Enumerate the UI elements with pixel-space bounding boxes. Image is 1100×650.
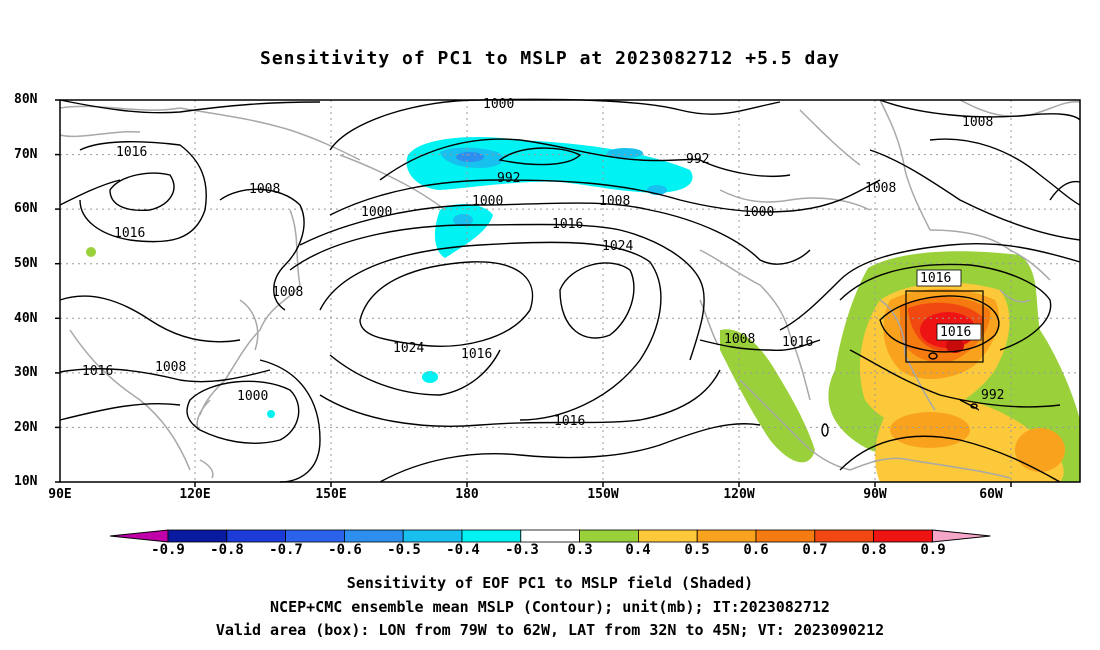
contour-label: 992: [497, 171, 520, 186]
lon-tick-label: 150E: [315, 487, 347, 502]
colorbar-label: 0.3: [567, 542, 593, 558]
contour-label: 992: [686, 152, 709, 167]
lat-tick-label: 70N: [14, 147, 38, 162]
lat-tick-label: 30N: [14, 365, 38, 380]
map-title: Sensitivity of PC1 to MSLP at 2023082712…: [259, 48, 840, 69]
colorbar-label: 0.4: [625, 542, 651, 558]
lon-tick-label: 120E: [179, 487, 211, 502]
contour-label: 1008: [599, 194, 630, 209]
caption-shading: Sensitivity of EOF PC1 to MSLP field (Sh…: [346, 574, 754, 592]
colorbar-label: -0.3: [505, 542, 539, 558]
colorbar-label: 0.7: [802, 542, 828, 558]
contour-label: 1016: [554, 414, 585, 429]
colorbar-label: -0.5: [387, 542, 421, 558]
colorbar-label: -0.7: [269, 542, 303, 558]
map-frame: [59, 99, 1081, 483]
lon-tick-label: 90W: [863, 487, 887, 502]
colorbar-label: 0.9: [920, 542, 946, 558]
colorbar-label: -0.9: [151, 542, 185, 558]
lat-tick-label: 40N: [14, 311, 38, 326]
lat-tick-label: 60N: [14, 201, 38, 216]
caption-contour: NCEP+CMC ensemble mean MSLP (Contour); u…: [270, 598, 830, 616]
contour-label: 1016: [940, 325, 971, 340]
contour-label: 1016: [920, 271, 951, 286]
contour-label: 1008: [272, 285, 303, 300]
contour-label: 1008: [724, 332, 755, 347]
contour-label: 1016: [461, 347, 492, 362]
contour-label: 1008: [865, 181, 896, 196]
contour-label: 1016: [82, 364, 113, 379]
lon-tick-label: 60W: [979, 487, 1003, 502]
lon-tick-label: 90E: [48, 487, 72, 502]
lat-tick-label: 10N: [14, 474, 38, 489]
caption-valid-area: Valid area (box): LON from 79W to 62W, L…: [215, 621, 885, 639]
contour-label: 1016: [782, 335, 813, 350]
coastlines: [59, 99, 1081, 479]
contour-label: 1000: [361, 205, 392, 220]
colorbar-label: -0.4: [446, 542, 480, 558]
lon-tick-label: 150W: [587, 487, 619, 502]
lat-tick-label: 50N: [14, 256, 38, 271]
colorbar-label: -0.8: [210, 542, 244, 558]
contour-label: 1000: [237, 389, 268, 404]
contour-label: 1024: [393, 341, 424, 356]
contour-label: 1008: [962, 115, 993, 130]
lon-tick-label: 180: [455, 487, 479, 502]
contour-labels: 1000 992 1016 1008 1000 992 1008 1000 10…: [82, 97, 1004, 429]
contour-label: 1000: [472, 194, 503, 209]
lat-tick-label: 20N: [14, 420, 38, 435]
colorbar-label: 0.8: [861, 542, 887, 558]
contour-label: 1016: [114, 226, 145, 241]
contour-label: 1024: [602, 239, 633, 254]
valid-area-box: [905, 290, 984, 363]
contour-label: 1000: [743, 205, 774, 220]
colorbar-label: 0.5: [684, 542, 710, 558]
contour-label: 1016: [116, 145, 147, 160]
axis-ticks: [55, 99, 1012, 487]
colorbar-label: -0.6: [328, 542, 362, 558]
contour-label: 1008: [249, 182, 280, 197]
lat-lon-grid: [60, 100, 1080, 482]
contour-label: 1008: [155, 360, 186, 375]
lat-tick-label: 80N: [14, 92, 38, 107]
lon-tick-label: 120W: [723, 487, 755, 502]
contour-label: 992: [981, 388, 1004, 403]
contour-label: 1016: [552, 217, 583, 232]
colorbar-label: 0.6: [743, 542, 769, 558]
